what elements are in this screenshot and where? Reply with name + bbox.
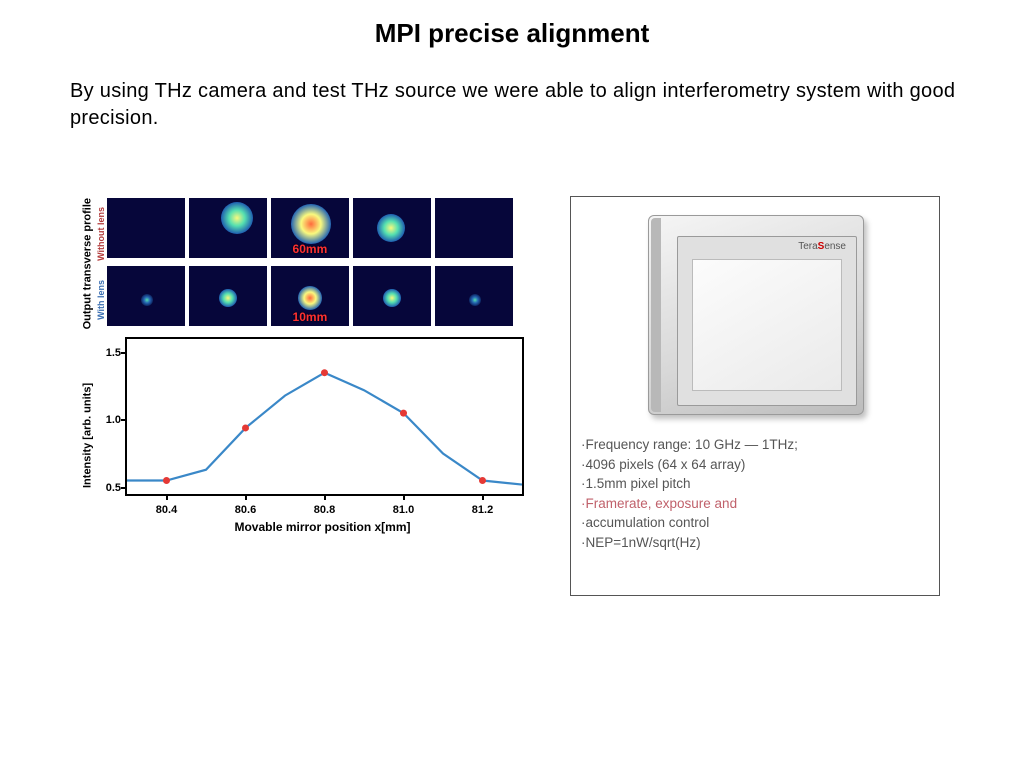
intensity-line <box>127 373 522 485</box>
chart-marker <box>321 370 328 377</box>
chart-svg <box>127 339 522 494</box>
profile-row-label: Without lens <box>97 207 107 261</box>
spec-line: ·NEP=1nW/sqrt(Hz) <box>581 533 929 553</box>
device-specs: ·Frequency range: 10 GHz — 1THz;·4096 pi… <box>581 435 929 552</box>
device-image: TeraSense <box>581 209 929 419</box>
tile-overlay-label: 60mm <box>271 242 349 256</box>
profile-tile <box>189 266 267 326</box>
chart-marker <box>242 425 249 432</box>
profile-tile: 60mm <box>271 198 349 258</box>
xtick-label: 81.0 <box>393 504 414 516</box>
profile-tile <box>353 266 431 326</box>
device-frame: TeraSense <box>640 209 870 419</box>
spec-line: ·1.5mm pixel pitch <box>581 474 929 494</box>
device-screen-frame: TeraSense <box>677 236 857 406</box>
intensity-chart-block: Intensity [arb. units] 0.51.01.580.480.6… <box>80 337 550 534</box>
profile-ylabel: Output transverse profile <box>80 198 95 329</box>
device-panel: TeraSense ·Frequency range: 10 GHz — 1TH… <box>570 196 940 596</box>
xtick-label: 81.2 <box>472 504 493 516</box>
profile-row-label: With lens <box>97 280 107 320</box>
chart-ylabel: Intensity [arb. units] <box>80 337 95 534</box>
left-figure-panel: Output transverse profile Without lensWi… <box>80 198 550 534</box>
tile-overlay-label: 10mm <box>271 310 349 324</box>
profile-tile <box>353 198 431 258</box>
xtick-label: 80.6 <box>235 504 256 516</box>
profile-tile <box>435 266 513 326</box>
device-body: TeraSense <box>648 215 864 415</box>
spec-line: ·4096 pixels (64 x 64 array) <box>581 455 929 475</box>
profile-row-labels: Without lens With lens <box>97 198 107 329</box>
profile-tile <box>107 198 185 258</box>
body-text: By using THz camera and test THz source … <box>70 78 964 132</box>
profile-tile <box>107 266 185 326</box>
profile-tile <box>189 198 267 258</box>
chart-xlabel: Movable mirror position x[mm] <box>125 520 520 534</box>
chart-marker <box>400 410 407 417</box>
chart-marker <box>479 477 486 484</box>
profile-tile <box>435 198 513 258</box>
chart-marker <box>163 477 170 484</box>
spec-line: ·Frequency range: 10 GHz — 1THz; <box>581 435 929 455</box>
ytick-label: 0.5 <box>95 482 121 494</box>
profile-image-grid: 60mm 10mm <box>107 198 513 329</box>
page-title: MPI precise alignment <box>0 18 1024 49</box>
chart-area: 0.51.01.580.480.680.881.081.2 Movable mi… <box>95 337 525 534</box>
xtick-label: 80.4 <box>156 504 177 516</box>
logo-prefix: Tera <box>798 241 817 252</box>
logo-suffix: ense <box>824 241 846 252</box>
profile-image-block: Output transverse profile Without lensWi… <box>80 198 550 329</box>
page: MPI precise alignment By using THz camer… <box>0 0 1024 768</box>
device-logo: TeraSense <box>798 241 846 252</box>
chart-plotbox: 0.51.01.580.480.680.881.081.2 <box>125 337 524 496</box>
ytick-label: 1.0 <box>95 414 121 426</box>
profile-tile: 10mm <box>271 266 349 326</box>
spec-line: ·Framerate, exposure and <box>581 494 929 514</box>
xtick-label: 80.8 <box>314 504 335 516</box>
spec-line: ·accumulation control <box>581 513 929 533</box>
ytick-label: 1.5 <box>95 347 121 359</box>
